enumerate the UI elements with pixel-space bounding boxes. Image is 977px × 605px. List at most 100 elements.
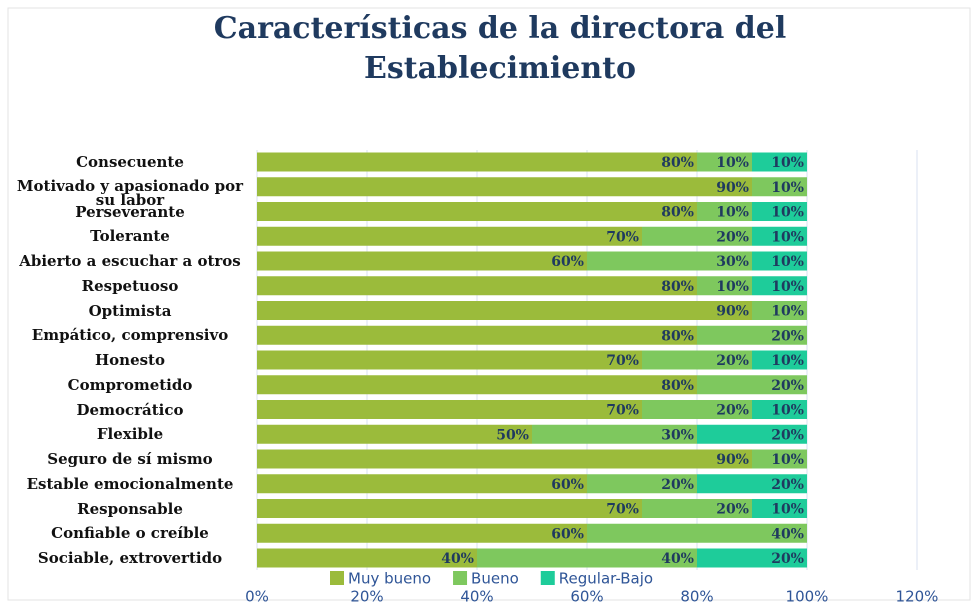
bar-segment <box>477 548 697 568</box>
data-label: 20% <box>771 427 804 443</box>
bar-segment <box>642 226 752 246</box>
legend-label: Bueno <box>471 570 519 588</box>
x-tick-label: 0% <box>245 588 269 605</box>
bar-segment <box>697 424 807 444</box>
data-label: 10% <box>716 205 749 221</box>
y-tick-label: Tolerante <box>90 227 170 246</box>
y-tick-label: Empático, comprensivo <box>31 326 229 345</box>
x-tick-label: 120% <box>896 588 939 605</box>
legend-swatch <box>330 571 344 585</box>
data-label: 20% <box>771 378 804 394</box>
bar-segment <box>752 202 807 221</box>
data-label: 20% <box>771 328 804 344</box>
data-label: 10% <box>716 279 749 295</box>
data-label: 70% <box>606 353 639 369</box>
bar-segment <box>257 375 697 395</box>
x-tick-label: 40% <box>460 588 493 605</box>
bar-segment <box>587 251 752 271</box>
bar-segment <box>587 523 807 543</box>
data-label: 20% <box>771 551 804 567</box>
bar-segment <box>532 424 697 444</box>
data-label: 80% <box>661 155 694 171</box>
data-label: 70% <box>606 229 639 245</box>
bar-segment <box>257 548 477 568</box>
data-label: 10% <box>771 254 804 270</box>
y-tick-label: Seguro de sí mismo <box>47 450 213 468</box>
data-label: 20% <box>716 229 749 245</box>
data-label: 80% <box>661 205 694 221</box>
y-tick-label: Estable emocionalmente <box>26 474 234 493</box>
bar-segment <box>257 301 752 320</box>
bar-segment <box>752 251 807 271</box>
y-tick-label: Perseverante <box>75 202 185 221</box>
y-tick-label: Optimista <box>88 301 172 320</box>
x-tick-label: 60% <box>570 588 603 605</box>
y-tick-label: Democrático <box>76 400 184 419</box>
bar-segment <box>697 474 807 494</box>
data-label: 10% <box>771 452 804 468</box>
data-label: 30% <box>716 254 749 270</box>
data-label: 70% <box>606 403 639 419</box>
chart-title: Características de la directora del Estab… <box>214 11 787 86</box>
data-label: 80% <box>661 279 694 295</box>
data-label: 60% <box>551 254 584 270</box>
data-label: 40% <box>771 526 804 542</box>
bar-segment <box>257 152 697 172</box>
bar-segment <box>587 474 697 494</box>
legend-label: Regular-Bajo <box>559 570 653 588</box>
bar-segment <box>257 276 697 296</box>
data-label: 10% <box>771 229 804 245</box>
bar-segment <box>752 350 807 370</box>
data-label: 20% <box>716 403 749 419</box>
y-tick-label: Flexible <box>96 425 164 444</box>
legend-swatch <box>540 571 555 585</box>
y-tick-label: Consecuente <box>76 153 184 171</box>
bar-segment <box>257 325 697 345</box>
legend-label: Muy bueno <box>348 570 431 588</box>
data-label: 40% <box>441 551 474 567</box>
data-label: 60% <box>551 477 584 493</box>
data-label: 10% <box>771 155 804 171</box>
bar-segment <box>257 177 752 197</box>
bar-segment <box>697 152 752 172</box>
data-label: 10% <box>771 403 804 419</box>
bar-segment <box>752 276 807 296</box>
bar-segment <box>697 276 752 296</box>
bar-segment <box>697 375 807 395</box>
y-tick-label: Responsable <box>77 499 183 518</box>
x-tick-label: 20% <box>350 588 383 605</box>
bar-segment <box>697 202 752 221</box>
bar-segment <box>257 202 697 221</box>
bar-segment <box>697 325 807 345</box>
data-label: 10% <box>771 304 804 320</box>
data-label: 50% <box>496 427 529 443</box>
y-tick-label: Motivado y apasionado por su labor <box>16 176 244 209</box>
data-label: 10% <box>771 279 804 295</box>
data-label: 10% <box>771 353 804 369</box>
y-tick-label: Abierto a escuchar a otros <box>19 252 241 270</box>
data-label: 90% <box>716 452 749 468</box>
frame <box>7 7 971 601</box>
bar-segment <box>752 177 807 197</box>
data-label: 90% <box>716 180 749 196</box>
data-label: 90% <box>716 304 749 320</box>
bar-segment <box>697 548 807 568</box>
data-label: 60% <box>551 526 584 542</box>
bar-segment <box>257 424 532 444</box>
bar-segment <box>752 499 807 518</box>
bar-segment <box>257 251 587 271</box>
data-label: 80% <box>661 378 694 394</box>
legend-swatch <box>453 571 468 585</box>
bar-segment <box>752 400 807 419</box>
data-label: 20% <box>661 477 694 493</box>
data-label: 20% <box>716 353 749 369</box>
data-label: 40% <box>661 551 694 567</box>
bar-segment <box>752 226 807 246</box>
bar-segment <box>257 499 642 518</box>
data-label: 10% <box>771 502 804 518</box>
data-label: 20% <box>771 477 804 493</box>
x-tick-label: 80% <box>680 588 713 605</box>
y-tick-label: Confiable o creíble <box>51 524 209 543</box>
